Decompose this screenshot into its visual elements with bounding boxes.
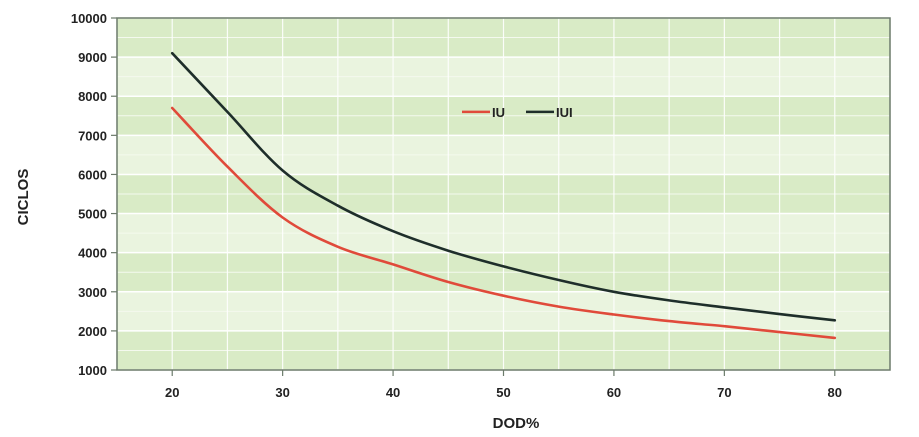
series-line-iu <box>170 106 837 340</box>
y-tick-label: 7000 <box>78 128 107 143</box>
y-tick-label: 1000 <box>78 363 107 378</box>
y-tick-label: 2000 <box>78 324 107 339</box>
x-tick-label: 30 <box>275 385 289 400</box>
legend-label-iu: IU <box>492 105 505 120</box>
y-tick-label: 3000 <box>78 285 107 300</box>
legend-label-iui: IUI <box>556 105 573 120</box>
x-axis-title: DOD% <box>493 415 540 432</box>
x-tick-label: 40 <box>386 385 400 400</box>
y-tick-label: 8000 <box>78 89 107 104</box>
x-tick-label: 80 <box>828 385 842 400</box>
y-tick-label: 9000 <box>78 50 107 65</box>
y-tick-label: 4000 <box>78 246 107 261</box>
legend: IU IUI <box>462 105 573 120</box>
x-tick-label: 70 <box>717 385 731 400</box>
x-tick-label: 60 <box>607 385 621 400</box>
y-axis-ticks: 1000 2000 3000 4000 5000 6000 7000 8000 9000 1000… <box>71 11 117 378</box>
y-axis-title: CICLOS <box>15 169 32 226</box>
y-tick-label: 6000 <box>78 167 107 182</box>
x-axis-ticks: 20 30 40 50 60 70 80 <box>165 370 842 400</box>
series-line-iui <box>170 51 837 322</box>
series-lines <box>170 51 837 340</box>
x-tick-label: 50 <box>496 385 510 400</box>
x-tick-label: 20 <box>165 385 179 400</box>
y-tick-label: 10000 <box>71 11 107 26</box>
y-tick-label: 5000 <box>78 207 107 222</box>
